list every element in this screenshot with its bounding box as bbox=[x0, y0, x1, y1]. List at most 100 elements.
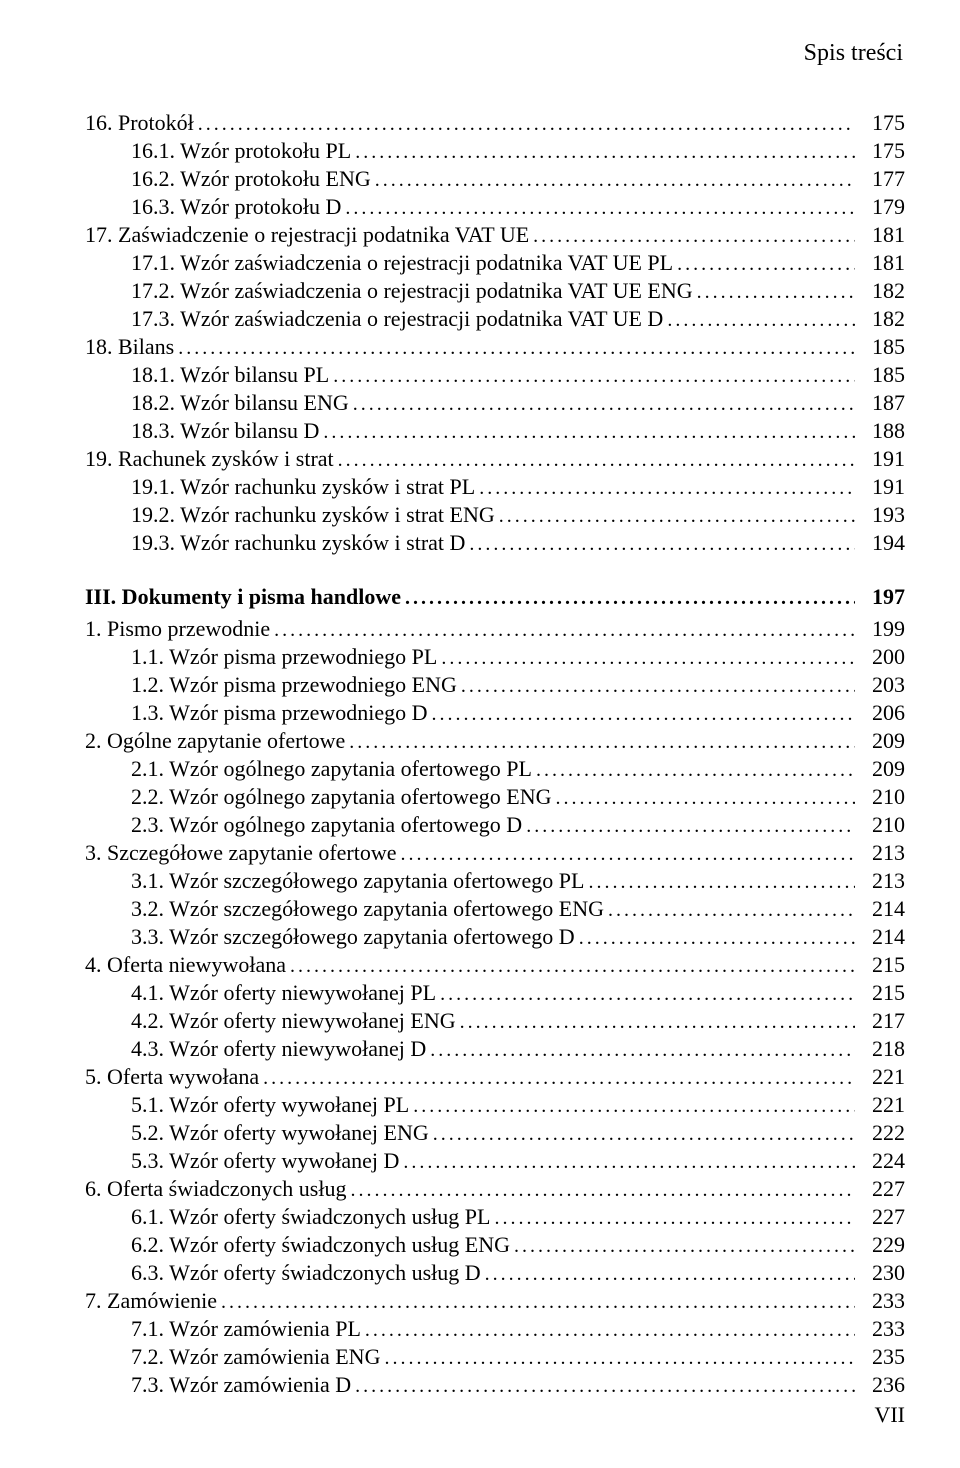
toc-leader-dots bbox=[353, 392, 855, 417]
toc-row: 5.1. Wzór oferty wywołanej PL 221 bbox=[85, 1091, 905, 1119]
toc-leader-dots bbox=[323, 420, 855, 445]
toc-entry-label: 16. Protokół bbox=[85, 109, 194, 137]
toc-entry-page: 185 bbox=[859, 361, 905, 389]
toc-row: 1.2. Wzór pisma przewodniego ENG 203 bbox=[85, 671, 905, 699]
toc-leader-dots bbox=[405, 586, 855, 611]
toc-row: 5.3. Wzór oferty wywołanej D 224 bbox=[85, 1147, 905, 1175]
toc-entry-label: 18.2. Wzór bilansu ENG bbox=[131, 389, 349, 417]
toc-entry-page: 179 bbox=[859, 193, 905, 221]
toc-row: 4. Oferta niewywołana215 bbox=[85, 951, 905, 979]
toc-row: 16.1. Wzór protokołu PL175 bbox=[85, 137, 905, 165]
toc-leader-dots bbox=[667, 308, 855, 333]
toc-row: 4.2. Wzór oferty niewywołanej ENG217 bbox=[85, 1007, 905, 1035]
toc-row: 19.2. Wzór rachunku zysków i strat ENG 19… bbox=[85, 501, 905, 529]
toc-entry-page: 227 bbox=[859, 1203, 905, 1231]
toc-entry-label: 17. Zaświadczenie o rejestracji podatnik… bbox=[85, 221, 529, 249]
toc-leader-dots bbox=[401, 842, 855, 867]
toc-entry-label: 3. Szczegółowe zapytanie ofertowe bbox=[85, 839, 397, 867]
toc-leader-dots bbox=[441, 646, 855, 671]
toc-row: 1.3. Wzór pisma przewodniego D206 bbox=[85, 699, 905, 727]
toc-row: 5. Oferta wywołana 221 bbox=[85, 1063, 905, 1091]
toc-row: 7.3. Wzór zamówienia D236 bbox=[85, 1371, 905, 1399]
toc-leader-dots bbox=[479, 476, 855, 501]
toc-row: 5.2. Wzór oferty wywołanej ENG222 bbox=[85, 1119, 905, 1147]
toc-entry-label: 2.1. Wzór ogólnego zapytania ofertowego … bbox=[131, 755, 532, 783]
toc-entry-label: 19.2. Wzór rachunku zysków i strat ENG bbox=[131, 501, 495, 529]
toc-entry-label: 1.2. Wzór pisma przewodniego ENG bbox=[131, 671, 457, 699]
toc-entry-page: 187 bbox=[859, 389, 905, 417]
toc-entry-page: 210 bbox=[859, 811, 905, 839]
toc-entry-label: 1. Pismo przewodnie bbox=[85, 615, 270, 643]
toc-entry-label: 18.1. Wzór bilansu PL bbox=[131, 361, 329, 389]
toc-entry-page: 203 bbox=[859, 671, 905, 699]
toc-entry-page: 181 bbox=[859, 249, 905, 277]
toc-entry-label: 3.1. Wzór szczegółowego zapytania oferto… bbox=[131, 867, 584, 895]
toc-entry-label: 4.2. Wzór oferty niewywołanej ENG bbox=[131, 1007, 456, 1035]
toc-leader-dots bbox=[178, 336, 855, 361]
toc-entry-label: 18.3. Wzór bilansu D bbox=[131, 417, 319, 445]
toc-entry-page: 233 bbox=[859, 1315, 905, 1343]
toc-leader-dots bbox=[697, 280, 855, 305]
toc-leader-dots bbox=[221, 1290, 855, 1315]
toc-leader-dots bbox=[485, 1262, 855, 1287]
toc-entry-label: 16.2. Wzór protokołu ENG bbox=[131, 165, 371, 193]
toc-entry-page: 197 bbox=[859, 583, 905, 611]
toc-leader-dots bbox=[350, 1178, 855, 1203]
toc-leader-dots bbox=[375, 168, 855, 193]
toc-leader-dots bbox=[403, 1150, 855, 1175]
toc-entry-page: 218 bbox=[859, 1035, 905, 1063]
toc-leader-dots bbox=[274, 618, 855, 643]
toc-leader-dots bbox=[556, 786, 855, 811]
toc-entry-label: 17.2. Wzór zaświadczenia o rejestracji p… bbox=[131, 277, 693, 305]
toc-entry-page: 185 bbox=[859, 333, 905, 361]
toc-entry-label: 2. Ogólne zapytanie ofertowe bbox=[85, 727, 345, 755]
toc-entry-page: 215 bbox=[859, 979, 905, 1007]
toc-leader-dots bbox=[432, 702, 855, 727]
toc-leader-dots bbox=[536, 758, 855, 783]
toc-entry-label: 4. Oferta niewywołana bbox=[85, 951, 286, 979]
toc-entry-page: 191 bbox=[859, 445, 905, 473]
toc-entry-page: 221 bbox=[859, 1091, 905, 1119]
toc-entry-label: 6. Oferta świadczonych usług bbox=[85, 1175, 346, 1203]
toc-entry-page: 224 bbox=[859, 1147, 905, 1175]
toc-row: 16.3. Wzór protokołu D 179 bbox=[85, 193, 905, 221]
toc-entry-label: 5. Oferta wywołana bbox=[85, 1063, 259, 1091]
toc-row: 3.2. Wzór szczegółowego zapytania oferto… bbox=[85, 895, 905, 923]
toc-entry-label: 4.1. Wzór oferty niewywołanej PL bbox=[131, 979, 436, 1007]
toc-entry-label: 5.3. Wzór oferty wywołanej D bbox=[131, 1147, 399, 1175]
toc-leader-dots bbox=[290, 954, 855, 979]
toc-entry-page: 175 bbox=[859, 137, 905, 165]
toc-leader-dots bbox=[198, 112, 855, 137]
toc-entry-page: 182 bbox=[859, 277, 905, 305]
toc-row: 7. Zamówienie233 bbox=[85, 1287, 905, 1315]
toc-entry-label: 19. Rachunek zysków i strat bbox=[85, 445, 334, 473]
toc-entry-page: 233 bbox=[859, 1287, 905, 1315]
toc-leader-dots bbox=[469, 532, 855, 557]
toc-row: 19. Rachunek zysków i strat 191 bbox=[85, 445, 905, 473]
toc-row: 2.2. Wzór ogólnego zapytania ofertowego … bbox=[85, 783, 905, 811]
toc-entry-label: 19.3. Wzór rachunku zysków i strat D bbox=[131, 529, 465, 557]
toc-entry-label: 5.1. Wzór oferty wywołanej PL bbox=[131, 1091, 409, 1119]
toc-row: 17.3. Wzór zaświadczenia o rejestracji p… bbox=[85, 305, 905, 333]
toc-entry-page: 194 bbox=[859, 529, 905, 557]
toc-entry-label: 3.2. Wzór szczegółowego zapytania oferto… bbox=[131, 895, 604, 923]
toc-leader-dots bbox=[349, 730, 855, 755]
toc-entry-label: 7.1. Wzór zamówienia PL bbox=[131, 1315, 361, 1343]
toc-row: 6. Oferta świadczonych usług227 bbox=[85, 1175, 905, 1203]
toc-leader-dots bbox=[413, 1094, 855, 1119]
toc-row: 7.2. Wzór zamówienia ENG235 bbox=[85, 1343, 905, 1371]
toc-entry-label: 6.2. Wzór oferty świadczonych usług ENG bbox=[131, 1231, 510, 1259]
toc-leader-dots bbox=[355, 1374, 855, 1399]
toc-entry-page: 193 bbox=[859, 501, 905, 529]
toc-row: 16.2. Wzór protokołu ENG177 bbox=[85, 165, 905, 193]
toc-entry-page: 221 bbox=[859, 1063, 905, 1091]
toc-row: 6.1. Wzór oferty świadczonych usług PL22… bbox=[85, 1203, 905, 1231]
toc-entry-label: 16.3. Wzór protokołu D bbox=[131, 193, 341, 221]
toc-row: 4.3. Wzór oferty niewywołanej D218 bbox=[85, 1035, 905, 1063]
toc-row: 18.3. Wzór bilansu D188 bbox=[85, 417, 905, 445]
toc-row: 16. Protokół175 bbox=[85, 109, 905, 137]
toc-entry-label: 18. Bilans bbox=[85, 333, 174, 361]
page-container: Spis treści 16. Protokół17516.1. Wzór pr… bbox=[0, 0, 960, 1468]
toc-entry-page: 229 bbox=[859, 1231, 905, 1259]
toc-entry-page: 236 bbox=[859, 1371, 905, 1399]
